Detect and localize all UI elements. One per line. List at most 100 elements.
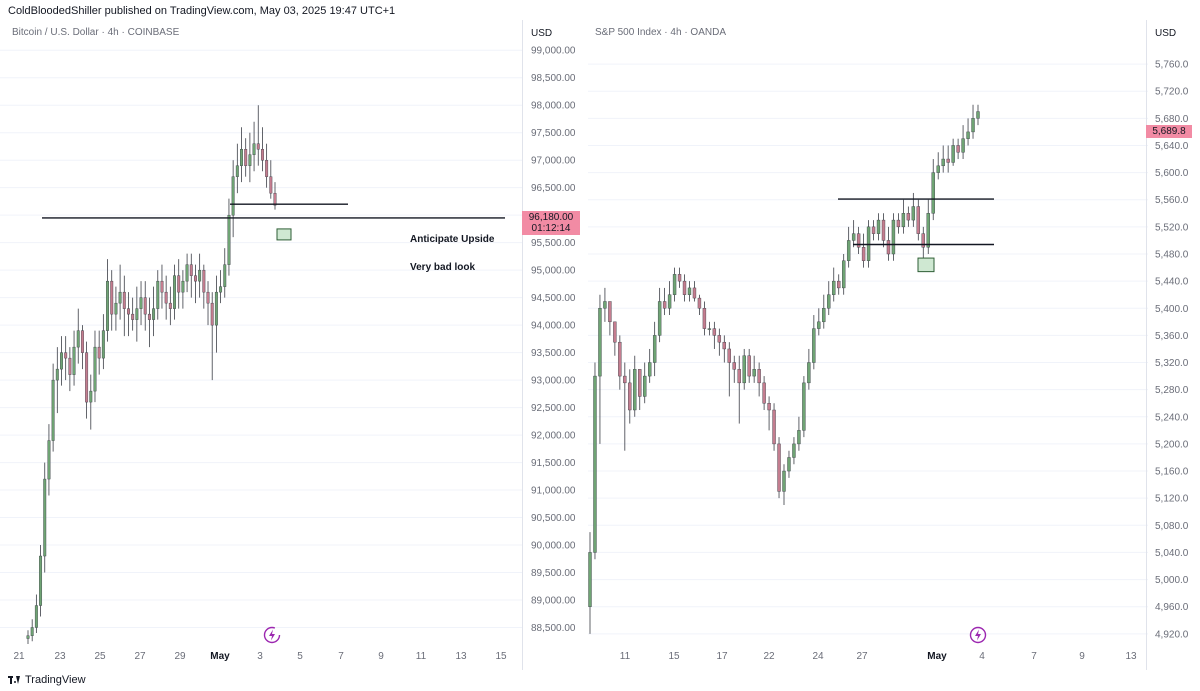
- spx-y-tick-label: 5,040.0: [1155, 548, 1189, 559]
- btc-candle: [210, 292, 214, 381]
- btc-candle: [147, 297, 151, 348]
- spx-x-tick-label: 22: [763, 651, 775, 662]
- spx-candle-body: [921, 233, 925, 248]
- spx-candle: [837, 274, 841, 295]
- btc-candle: [231, 160, 235, 238]
- spx-candle: [787, 450, 791, 478]
- spx-candle: [667, 281, 672, 316]
- btc-y-tick-label: 91,000.00: [531, 486, 576, 497]
- btc-candle-body: [135, 308, 139, 320]
- btc-candle-body: [118, 291, 122, 304]
- btc-candle: [198, 253, 202, 298]
- btc-candle-body: [256, 143, 260, 150]
- btc-x-tick-label: 15: [495, 651, 507, 662]
- spx-y-tick-label: 5,200.0: [1155, 439, 1189, 450]
- spx-candle: [643, 362, 647, 404]
- btc-candle: [265, 143, 269, 188]
- btc-candle-body: [181, 280, 185, 293]
- spx-candle-body: [911, 206, 916, 221]
- chart-pane-spx[interactable]: 11 15 17 22 24 27 May 4 7 9 13 S&P 500 Index · 4h …: [588, 20, 1148, 670]
- btc-chart-svg[interactable]: 21 23 25 27 29 May 3 5 7 9 11 13 15: [0, 20, 522, 670]
- btc-candle: [173, 264, 176, 320]
- btc-candle: [185, 253, 189, 293]
- spx-candle: [608, 301, 612, 336]
- spx-candle-body: [657, 301, 662, 336]
- btc-candle: [235, 143, 239, 194]
- spx-candle: [702, 301, 707, 336]
- btc-zone-box[interactable]: [276, 228, 292, 241]
- spx-candle: [588, 532, 592, 634]
- spx-candle-body: [737, 369, 741, 384]
- annotation-anticipate-upside[interactable]: Anticipate Upside: [410, 234, 495, 245]
- btc-candle: [160, 264, 164, 309]
- btc-candle: [181, 270, 185, 309]
- btc-candle: [256, 105, 260, 166]
- btc-candle-body: [223, 264, 227, 287]
- spx-price-axis[interactable]: 5,760.0 5,720.0 5,680.0 5,640.0 5,600.0 5,560…: [1147, 20, 1200, 670]
- btc-candle-body: [219, 286, 223, 293]
- spx-candle: [638, 369, 642, 410]
- btc-y-tick-label: 90,500.00: [531, 513, 576, 524]
- btc-time-axis: 21 23 25 27 29 May 3 5 7 9 11 13 15: [13, 651, 507, 662]
- btc-y-tick-label: 93,500.00: [531, 348, 576, 359]
- btc-candle-body: [127, 308, 130, 315]
- spx-candle: [946, 145, 950, 173]
- spx-x-tick-label: 13: [1125, 651, 1137, 662]
- pane-divider[interactable]: [522, 20, 523, 670]
- spx-y-tick-label: 5,320.0: [1155, 358, 1189, 369]
- btc-candle: [43, 462, 47, 573]
- spx-candle-body: [697, 297, 702, 309]
- btc-candle: [273, 182, 277, 210]
- btc-y-tick-label: 92,000.00: [531, 431, 576, 442]
- btc-currency-label: USD: [531, 28, 553, 39]
- spx-candle: [652, 321, 657, 377]
- spx-candle-body: [662, 301, 667, 309]
- btc-candle: [89, 374, 93, 430]
- spx-candle: [782, 464, 786, 505]
- spx-candle-body: [692, 287, 697, 299]
- btc-candle-body: [189, 264, 193, 276]
- spx-candle: [817, 308, 821, 336]
- spx-candle: [682, 274, 687, 302]
- footer: TradingView: [8, 671, 86, 689]
- btc-candle-body: [265, 159, 269, 177]
- btc-candle-body: [173, 275, 176, 309]
- spx-candle-body: [633, 369, 637, 411]
- btc-candle: [26, 630, 30, 644]
- btc-candle-body: [51, 379, 55, 441]
- spx-x-tick-label: 27: [856, 651, 868, 662]
- btc-x-tick-label: 11: [416, 651, 427, 662]
- spx-candle-body: [841, 260, 846, 289]
- btc-y-tick-label: 88,500.00: [531, 623, 576, 634]
- spx-candle-body: [946, 158, 950, 163]
- spx-candle-body: [827, 294, 831, 309]
- spx-candle: [737, 355, 741, 424]
- spx-candle: [662, 287, 667, 316]
- spx-x-tick-label: 11: [620, 651, 631, 662]
- btc-candle: [194, 264, 197, 304]
- btc-price-axis[interactable]: 99,000.00 98,500.00 98,000.00 97,500.00 97,0…: [523, 20, 589, 670]
- spx-candle: [841, 254, 846, 295]
- btc-candle-body: [122, 291, 126, 309]
- annotation-very-bad-look[interactable]: Very bad look: [410, 262, 476, 273]
- spx-candle: [792, 437, 796, 465]
- btc-candle: [64, 336, 68, 381]
- btc-candle-body: [160, 280, 164, 293]
- chart-pane-btc[interactable]: 21 23 25 27 29 May 3 5 7 9 11 13 15 Bitcoin / U.S. D…: [0, 20, 522, 670]
- spx-zone-box[interactable]: [917, 257, 935, 273]
- btc-candle-body: [143, 297, 147, 315]
- btc-candle: [118, 264, 122, 320]
- spx-x-tick-label: 7: [1031, 651, 1037, 662]
- btc-candle-body: [85, 352, 89, 403]
- spx-candle: [628, 369, 632, 424]
- spx-candle: [802, 376, 806, 438]
- lightning-bolt-icon[interactable]: [969, 626, 987, 644]
- spx-candle-body: [787, 457, 791, 472]
- spx-chart-svg[interactable]: 11 15 17 22 24 27 May 4 7 9 13: [588, 20, 1148, 670]
- spx-candle-body: [966, 131, 970, 139]
- btc-candle: [72, 330, 76, 386]
- spx-candle-body: [732, 362, 736, 370]
- btc-candle-body: [164, 291, 168, 304]
- lightning-bolt-icon[interactable]: [263, 626, 281, 644]
- btc-candle-body: [60, 352, 63, 370]
